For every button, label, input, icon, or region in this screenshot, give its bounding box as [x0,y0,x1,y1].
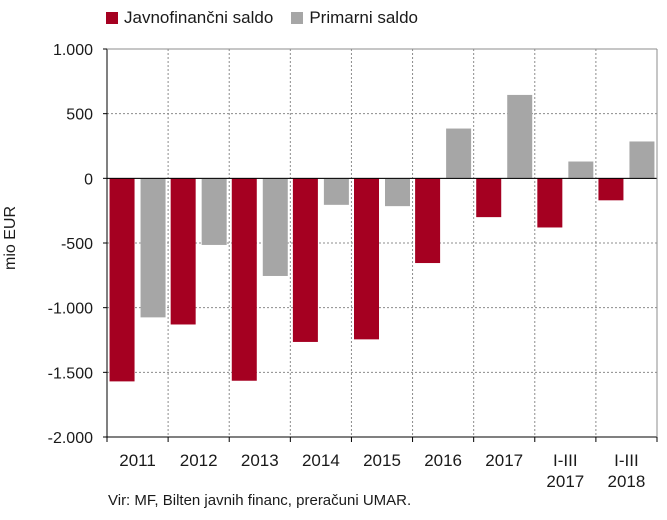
legend-item-primarni-saldo: Primarni saldo [291,8,418,28]
x-tick-label: I-III 2018 [608,451,646,491]
bar-primarni-saldo [629,141,655,179]
bar-primarni-saldo [262,178,288,276]
bar-javnofinancni-saldo [109,178,135,382]
y-tick-label: -2.000 [48,430,93,447]
y-tick-label: 0 [84,171,93,188]
x-tick-label: 2016 [424,451,462,470]
bar-primarni-saldo [323,178,349,205]
legend-label-primarni-saldo: Primarni saldo [309,8,418,27]
y-tick-label: 500 [66,107,93,124]
y-tick-label: -1.000 [48,301,93,318]
x-tick-label: 2011 [119,451,156,470]
legend-swatch-javnofinancni-saldo [106,12,118,24]
bar-javnofinancni-saldo [476,178,502,218]
x-tick-label: 2017 [485,451,523,470]
y-tick-label: -1.500 [48,365,93,382]
bar-javnofinancni-saldo [598,178,624,201]
bar-javnofinancni-saldo [231,178,257,381]
x-tick-label: 2014 [302,451,340,470]
x-tick-label: I-III 2017 [546,451,584,491]
bar-javnofinancni-saldo [537,178,563,228]
bar-primarni-saldo [507,94,533,179]
y-tick-label: 1.000 [53,42,93,59]
bar-primarni-saldo [568,161,594,179]
x-tick-label: 2012 [180,451,218,470]
legend-item-javnofinancni-saldo: Javnofinančni saldo [106,8,273,28]
bar-javnofinancni-saldo [354,178,379,340]
legend: Javnofinančni saldo Primarni saldo [106,8,418,28]
bar-primarni-saldo [201,178,227,245]
bar-primarni-saldo [446,128,472,179]
bar-javnofinancni-saldo [170,178,196,325]
y-tick-label: -500 [61,236,93,253]
bar-primarni-saldo [385,178,410,207]
bar-javnofinancni-saldo [292,178,318,342]
legend-swatch-primarni-saldo [291,12,304,24]
source-note: Vir: MF, Bilten javnih financ, preračuni… [108,492,412,509]
legend-label-javnofinancni-saldo: Javnofinančni saldo [124,8,274,27]
bar-javnofinancni-saldo [415,178,441,264]
bar-primarni-saldo [140,178,166,318]
x-tick-label: 2013 [241,451,279,470]
x-tick-label: 2015 [363,451,401,470]
